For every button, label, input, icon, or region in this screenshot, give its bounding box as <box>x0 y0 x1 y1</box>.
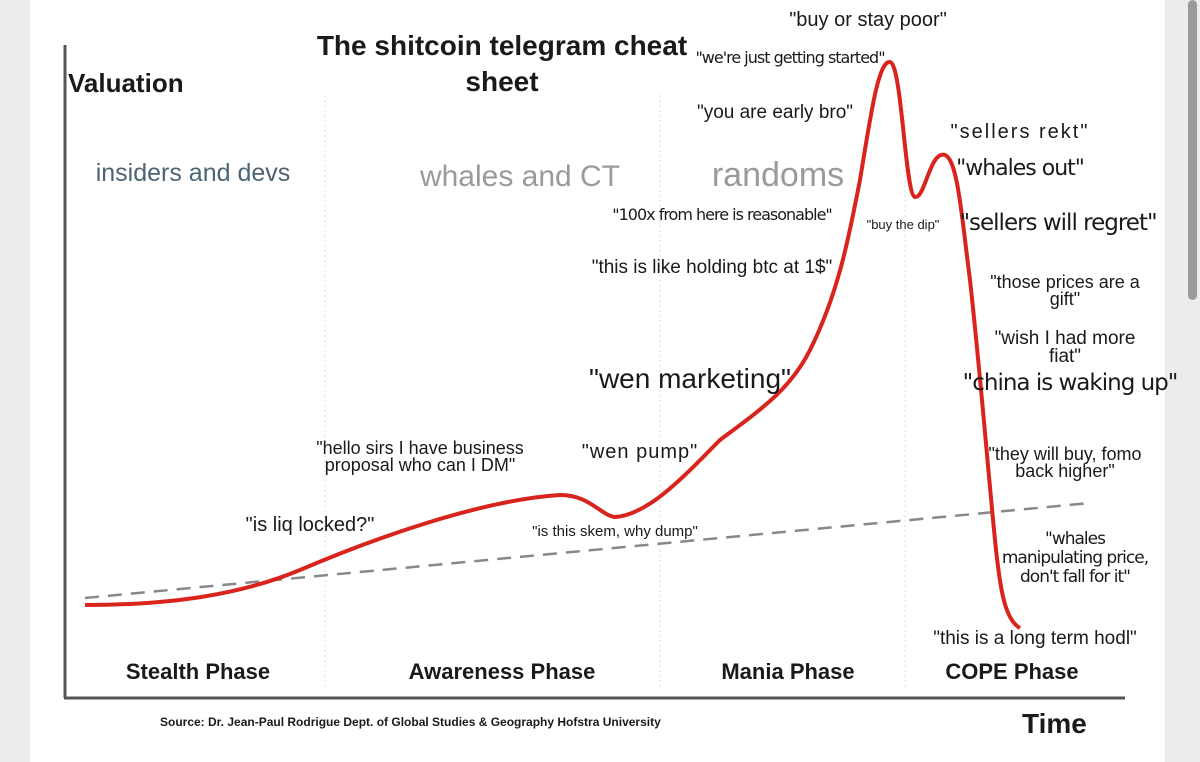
x-axis-label: Time <box>1022 708 1087 739</box>
quote: "wen marketing" <box>589 363 791 394</box>
source: Source: Dr. Jean-Paul Rodrigue Dept. of … <box>160 715 661 729</box>
quote: "whales manipulating price, don't fall f… <box>1001 529 1149 587</box>
quote: "we're just getting started" <box>695 48 885 67</box>
group-label: insiders and devs <box>95 159 291 187</box>
title: The shitcoin telegram cheat sheet <box>316 30 688 97</box>
group-label: randoms <box>711 156 845 194</box>
quote: "this is like holding btc at 1$" <box>591 257 833 278</box>
trend-line <box>84 501 1091 600</box>
phase-label: Stealth Phase <box>125 659 271 684</box>
quote: "china is waking up" <box>962 370 1179 396</box>
quote: "you are early bro" <box>696 102 854 123</box>
quote: "buy or stay poor" <box>789 9 947 31</box>
quote: "buy the dip" <box>866 217 940 232</box>
quote: "sellers will regret" <box>959 210 1157 236</box>
phase-label: Mania Phase <box>721 659 855 684</box>
quote: "wish I had more fiat" <box>994 328 1136 367</box>
quote: "wen pump" <box>581 441 699 463</box>
quote: "sellers rekt" <box>950 121 1090 143</box>
quote: "hello sirs I have business proposal who… <box>316 438 524 475</box>
quote: "this is a long term hodl" <box>933 628 1137 649</box>
phase-label: COPE Phase <box>945 659 1079 684</box>
quote: "whales out" <box>956 156 1085 181</box>
y-axis-label: Valuation <box>68 68 184 98</box>
scrollbar <box>1188 0 1197 300</box>
quote: "100x from here is reasonable" <box>612 205 833 224</box>
quote: "is liq locked?" <box>245 514 375 536</box>
group-label: whales and CT <box>419 160 621 193</box>
quote: "they will buy, fomo back higher" <box>988 444 1142 481</box>
hype-curve <box>84 60 1022 630</box>
panel <box>30 0 1165 762</box>
phase-label: Awareness Phase <box>408 659 596 684</box>
quote: "those prices are a gift" <box>990 272 1140 309</box>
quote: "is this skem, why dump" <box>532 523 698 540</box>
